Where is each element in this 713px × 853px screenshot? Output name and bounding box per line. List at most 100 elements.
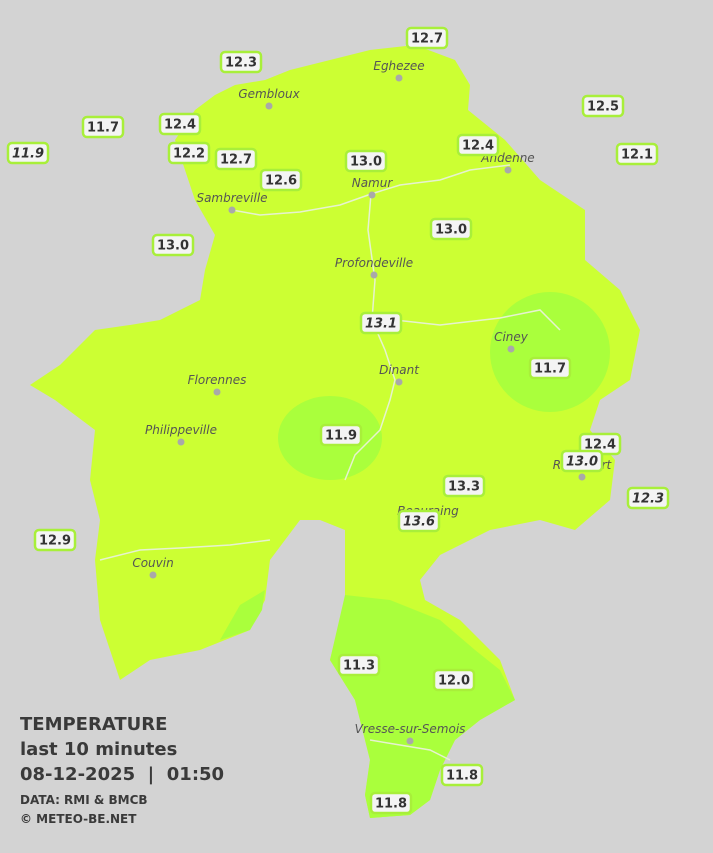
station: 12.3	[626, 486, 670, 510]
station: 12.1	[615, 142, 659, 166]
station-box	[33, 528, 77, 552]
station-box	[440, 763, 484, 787]
city-name: Vresse-sur-Semois	[355, 722, 466, 736]
station: 11.9	[6, 141, 50, 165]
station-box	[151, 233, 195, 257]
city-dot	[370, 271, 378, 279]
station: 12.2	[167, 141, 211, 165]
station: 13.0	[560, 449, 604, 473]
station-value: 13.0	[435, 223, 467, 238]
cool-zone	[220, 590, 265, 640]
station: 12.6	[259, 168, 303, 192]
city-dot	[406, 737, 414, 745]
city-name: Ciney	[494, 330, 529, 344]
city-dot	[368, 191, 376, 199]
cool-zone	[330, 595, 515, 818]
city-name: Eghezee	[373, 59, 424, 73]
station-value: 12.4	[584, 438, 616, 453]
station: 12.4	[456, 133, 500, 157]
station: 12.3	[219, 50, 263, 74]
station-value: 11.3	[343, 659, 375, 674]
station: 13.0	[429, 217, 473, 241]
station-box	[337, 653, 381, 677]
city-name: Gembloux	[238, 87, 300, 101]
station-value: 11.7	[534, 362, 566, 377]
station-value: 12.7	[220, 153, 252, 168]
station-value: 12.4	[164, 118, 196, 133]
timestamp: 08-12-2025 | 01:50	[20, 764, 224, 785]
station-box	[405, 26, 449, 50]
station-value: 13.0	[566, 455, 598, 470]
station-box	[442, 474, 486, 498]
station-box	[626, 486, 670, 510]
station-value: 12.6	[265, 174, 297, 189]
city-name: Namur	[352, 176, 394, 190]
station: 11.7	[81, 115, 125, 139]
source: DATA: RMI & BMCB	[20, 793, 148, 807]
city-dot	[507, 345, 515, 353]
city-dot	[395, 378, 403, 386]
city-name: Sambreville	[196, 191, 267, 205]
station: 12.7	[405, 26, 449, 50]
city-name: Couvin	[132, 556, 173, 570]
station-box	[560, 449, 604, 473]
station: 11.3	[337, 653, 381, 677]
city-dot	[228, 206, 236, 214]
station-box	[397, 509, 441, 533]
station: 12.5	[581, 94, 625, 118]
station-box	[528, 356, 572, 380]
station-value: 13.0	[350, 155, 382, 170]
station: 11.9	[319, 423, 363, 447]
station: 12.4	[158, 112, 202, 136]
city-dot	[265, 102, 273, 110]
station-value: 11.9	[325, 429, 357, 444]
station: 13.0	[344, 149, 388, 173]
station-value: 13.3	[448, 480, 480, 495]
city-dot	[177, 438, 185, 446]
river	[394, 309, 561, 331]
city-dot	[578, 473, 586, 481]
title: TEMPERATURE	[20, 714, 167, 735]
station: 13.0	[151, 233, 195, 257]
station: 12.0	[432, 668, 476, 692]
city-dot	[504, 166, 512, 174]
station-box	[344, 149, 388, 173]
station-box	[214, 147, 258, 171]
station-box	[456, 133, 500, 157]
station-box	[319, 423, 363, 447]
station-value: 13.0	[157, 239, 189, 254]
cool-zone	[490, 292, 610, 412]
station-box	[359, 311, 403, 335]
station-value: 12.1	[621, 148, 653, 163]
station-box	[432, 668, 476, 692]
river	[99, 539, 271, 561]
station-box	[167, 141, 211, 165]
station-box	[6, 141, 50, 165]
station-box	[615, 142, 659, 166]
station-box	[581, 94, 625, 118]
station-value: 12.3	[225, 56, 257, 71]
station: 13.6	[397, 509, 441, 533]
station-value: 13.1	[365, 317, 397, 332]
station-value: 11.8	[446, 769, 478, 784]
station-value: 11.9	[12, 147, 44, 162]
station: 13.1	[359, 311, 403, 335]
station-value: 13.6	[403, 515, 435, 530]
stations: 12.7 12.3 12.5 11.7 12.4 11.9 12.2 12.7 12.4 13.0…	[6, 26, 670, 815]
station-value: 12.7	[411, 32, 443, 47]
station-value: 12.5	[587, 100, 619, 115]
station-box	[429, 217, 473, 241]
station-box	[219, 50, 263, 74]
city-name: Florennes	[188, 373, 247, 387]
station-box	[369, 791, 413, 815]
city-dot	[213, 388, 221, 396]
station: 11.8	[440, 763, 484, 787]
station-value: 12.4	[462, 139, 494, 154]
city-dot	[395, 74, 403, 82]
city-name: Profondeville	[335, 256, 413, 270]
legend-text: TEMPERATURE last 10 minutes 08-12-2025 |…	[20, 714, 224, 826]
credit: © METEO-BE.NET	[20, 812, 137, 826]
river	[369, 739, 451, 761]
river	[344, 193, 396, 481]
station: 12.9	[33, 528, 77, 552]
